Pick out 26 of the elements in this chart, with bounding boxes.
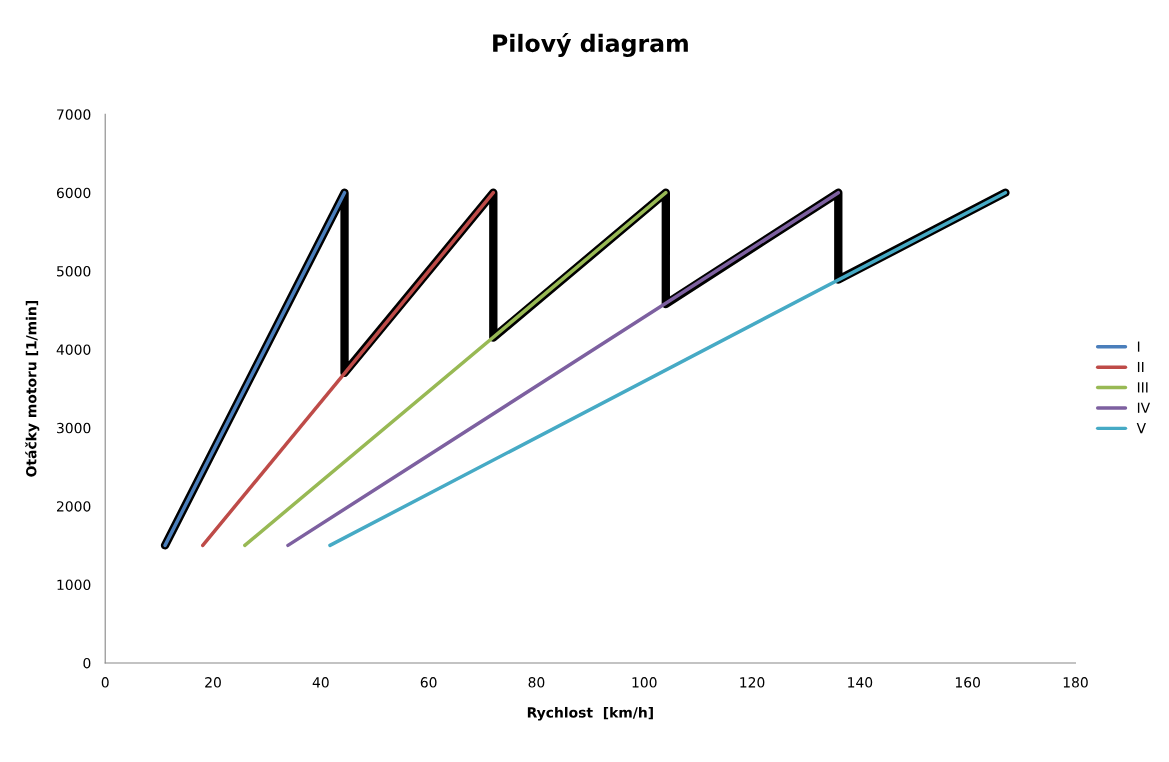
x-tick-label: 180 [1063,677,1088,688]
y-tick-label: 6000 [56,187,91,199]
x-tick-label: 20 [205,677,221,688]
x-tick-label: 80 [528,677,545,688]
legend-label: III [1137,382,1148,393]
y-tick-label: 3000 [57,422,91,434]
x-tick-label: 100 [632,677,657,688]
legend-label: II [1137,361,1144,373]
x-tick-label: 120 [740,677,765,688]
x-tick-label: 60 [420,677,437,688]
chart-title: Pilový diagram [493,32,688,57]
y-tick-label: 1000 [57,579,91,591]
y-tick-label: 7000 [57,109,91,120]
x-tick-label: 40 [312,677,329,688]
legend-label: I [1137,341,1140,352]
y-axis-title: Otáčky motoru [1/min] [25,301,40,477]
legend-label: IV [1137,402,1151,413]
x-tick-label: 160 [955,677,980,688]
x-tick-label: 140 [848,677,873,688]
y-tick-label: 4000 [56,344,91,355]
legend-label: V [1136,423,1146,434]
y-tick-label: 2000 [56,501,91,512]
x-axis-title: Rychlost [km/h] [527,706,653,721]
x-tick-label: 0 [101,677,109,688]
y-tick-label: 5000 [57,266,91,277]
y-tick-label: 0 [83,657,91,669]
